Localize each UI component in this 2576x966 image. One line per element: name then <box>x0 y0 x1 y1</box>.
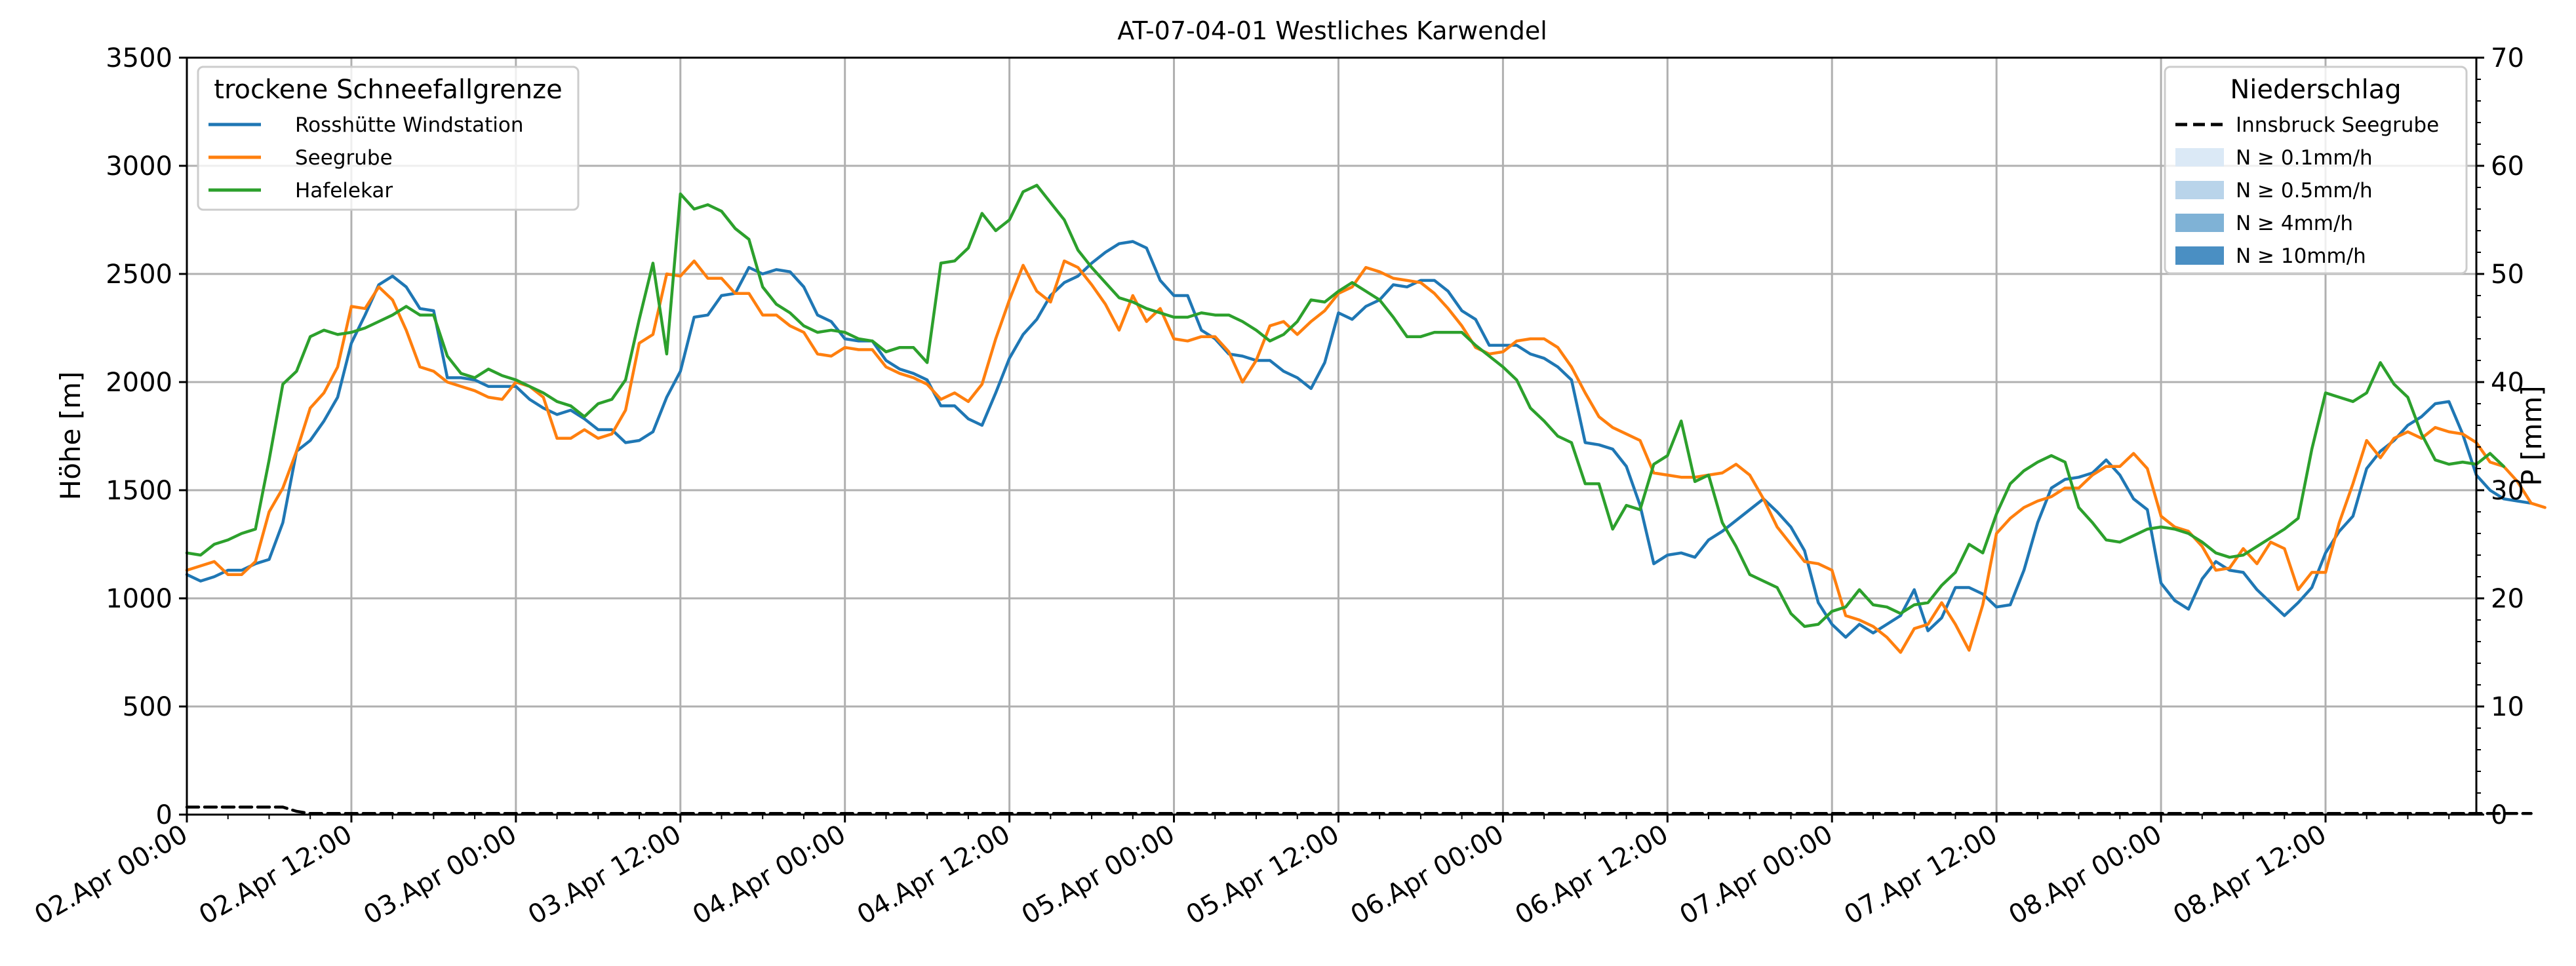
legend-right-title: Niederschlag <box>2230 75 2401 105</box>
x-tick-label: 06.Apr 00:00 <box>1346 819 1509 931</box>
y-tick-label: 1000 <box>106 584 172 614</box>
y-tick-label: 3000 <box>106 151 172 182</box>
y-tick-label: 3500 <box>106 43 172 73</box>
legend-label: N ≥ 10mm/h <box>2236 244 2366 268</box>
legend-label: Hafelekar <box>295 179 393 203</box>
legend-swatch-patch <box>2175 214 2224 232</box>
y-tick-label: 2500 <box>106 260 172 290</box>
y2-tick-label: 10 <box>2491 692 2524 722</box>
legend-label: N ≥ 0.1mm/h <box>2236 146 2373 170</box>
x-tick-label: 05.Apr 12:00 <box>1181 819 1345 931</box>
y2-tick-label: 40 <box>2491 368 2524 398</box>
x-tick-label: 08.Apr 00:00 <box>2004 819 2167 931</box>
legend-swatch-patch <box>2175 148 2224 166</box>
legend-snowfall-line: trockene Schneefallgrenze Rosshütte Winds… <box>197 66 580 211</box>
x-tick-label: 02.Apr 00:00 <box>30 819 193 931</box>
legend-label: N ≥ 0.5mm/h <box>2236 179 2373 203</box>
y-tick-label: 500 <box>123 692 172 722</box>
y2-tick-label: 0 <box>2491 800 2507 830</box>
x-tick-label: 07.Apr 12:00 <box>1839 819 2002 931</box>
series-line-seegrube <box>185 259 2546 654</box>
y2-tick-label: 20 <box>2491 584 2524 614</box>
legend-precipitation: Niederschlag Innsbruck Seegrube N ≥ 0.1mm/… <box>2164 66 2468 275</box>
y2-tick-label: 70 <box>2491 43 2524 73</box>
y-tick-label: 2000 <box>106 368 172 398</box>
chart-title: AT-07-04-01 Westliches Karwendel <box>1117 16 1547 45</box>
x-tick-label: 04.Apr 00:00 <box>688 819 851 931</box>
x-tick-label: 03.Apr 12:00 <box>523 819 686 931</box>
y2-tick-label: 60 <box>2491 151 2524 182</box>
x-tick-label: 06.Apr 12:00 <box>1510 819 1673 931</box>
x-tick-label: 05.Apr 00:00 <box>1017 819 1180 931</box>
plot-frame <box>186 56 2478 816</box>
legend-label: Rosshütte Windstation <box>295 113 524 137</box>
grid <box>186 56 2476 816</box>
legend-label: Seegrube <box>295 146 393 170</box>
y-tick-label: 0 <box>156 800 172 830</box>
y2-tick-label: 30 <box>2491 476 2524 506</box>
series-line-innsbruck-seegrube <box>185 805 2533 815</box>
legend-swatch-patch <box>2175 246 2224 265</box>
x-tick-label: 02.Apr 12:00 <box>194 819 357 931</box>
legend-left-box <box>197 66 580 211</box>
x-tick-label: 04.Apr 12:00 <box>852 819 1016 931</box>
y-axis-label: Höhe [m] <box>54 372 87 501</box>
legend-label: N ≥ 4mm/h <box>2236 212 2353 235</box>
y2-tick-label: 50 <box>2491 260 2524 290</box>
legend-left-title: trockene Schneefallgrenze <box>214 75 562 105</box>
y2-axis-label: P [mm] <box>2516 385 2548 486</box>
legend-right-box <box>2164 66 2468 275</box>
x-tick-label: 03.Apr 00:00 <box>359 819 522 931</box>
series-lines <box>185 184 2546 815</box>
legend-label: Innsbruck Seegrube <box>2236 113 2439 137</box>
y-tick-label: 1500 <box>106 476 172 506</box>
x-tick-label: 07.Apr 00:00 <box>1674 819 1838 931</box>
series-line-hafelekar <box>185 184 2506 628</box>
legend-swatch-patch <box>2175 181 2224 199</box>
x-tick-label: 08.Apr 12:00 <box>2168 819 2331 931</box>
series-line-rossh-tte-windstation <box>185 240 2533 639</box>
